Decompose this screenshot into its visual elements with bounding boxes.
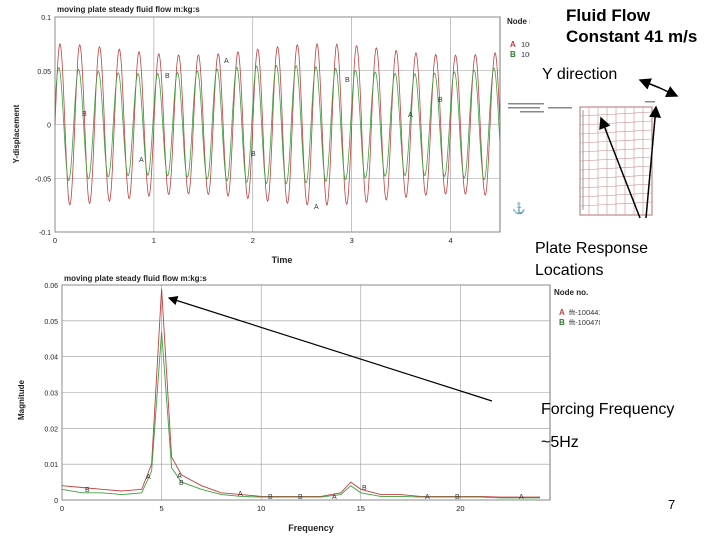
chart2-point-markers: A A B B A B B A B A B A	[85, 473, 524, 501]
chart2-marker-b: B	[268, 494, 273, 501]
chart1-marker-a: A	[314, 204, 319, 211]
chart1-xtick-label: 0	[53, 236, 57, 245]
chart2-marker-a: A	[519, 494, 524, 501]
chart2-marker-a: A	[238, 491, 243, 498]
chart1-xtick-label: 3	[350, 236, 354, 245]
page-number: 7	[668, 497, 676, 512]
chart2-marker-b: B	[179, 480, 184, 487]
chart1-legend-key-a: A	[510, 40, 516, 49]
y-direction-arrow-left	[638, 78, 661, 90]
fft-chart: 0.06 0.05 0.04 0.03 0.02 0.01 00 5 10 15 20 moving…	[17, 274, 600, 533]
chart1-xtick-label: 2	[251, 236, 255, 245]
chart1-ytick-label: 0	[47, 123, 51, 130]
fluid-flow-title-line1: Fluid Flow	[566, 6, 651, 25]
chart1-marker-a: A	[139, 157, 144, 164]
chart2-marker-b: B	[362, 485, 367, 492]
chart2-ytick-label: 0.02	[44, 426, 58, 433]
plate-mesh-diagram	[508, 101, 655, 216]
chart1-marker-b: B	[438, 97, 443, 104]
chart2-marker-a: A	[332, 494, 337, 501]
chart2-xtick-label: 10	[257, 504, 265, 513]
chart2-ytick-label: 0.06	[44, 283, 58, 290]
chart2-legend: Node no. A fft-100441 B fft-100470	[554, 288, 600, 327]
chart2-xtick-label: 0	[60, 504, 64, 513]
chart1-legend-label-a: 100441	[521, 40, 530, 49]
chart1-ylabel: Y-displacement	[12, 104, 21, 163]
chart1-marker-b: B	[82, 111, 87, 118]
chart2-marker-a: A	[177, 473, 182, 480]
chart1-ytick-label: -0.05	[35, 176, 51, 183]
chart1-marker-a: A	[224, 58, 229, 65]
chart2-marker-a: A	[425, 494, 430, 501]
chart1-marker-a: A	[408, 112, 413, 119]
displacement-chart: 0.10.050-0.05-0.10 1 2 3 4 moving plate stea…	[12, 5, 530, 265]
chart1-legend-label-b: 100470	[521, 50, 530, 59]
chart1-ytick-label: 0.1	[41, 15, 51, 22]
forcing-frequency-label: Forcing Frequency	[541, 401, 675, 418]
chart2-ylabel: Magnitude	[17, 379, 26, 420]
chart2-xlabel: Frequency	[288, 523, 334, 533]
chart2-ytick-label: 0.01	[44, 462, 58, 469]
y-direction-label: Y direction	[542, 66, 618, 83]
chart2-ytick-label: 0.03	[44, 391, 58, 398]
anchor-glyph: ⚓	[512, 202, 526, 215]
plate-response-arrow-1	[599, 116, 641, 219]
chart1-legend-title: Node no.	[507, 17, 530, 26]
chart1-legend: Node no. A 100441 B 100470	[507, 17, 530, 59]
chart1-marker-b: B	[345, 77, 350, 84]
chart2-legend-key-a: A	[559, 308, 565, 317]
chart2-title: moving plate steady fluid flow m:kg:s	[64, 274, 207, 283]
plate-response-arrow-2	[645, 105, 662, 219]
chart1-series-b-line	[54, 64, 501, 185]
chart1-xtick-label: 4	[448, 236, 452, 245]
chart1-point-markers: A B B B B A B A A	[82, 58, 443, 211]
plate-response-line1: Plate Response	[535, 240, 648, 257]
chart2-series-a-line	[61, 288, 540, 498]
chart1-legend-key-b: B	[510, 50, 516, 59]
chart2-legend-key-b: B	[559, 318, 565, 327]
chart2-legend-label-a: fft-100441	[569, 308, 600, 317]
chart1-series-a-line	[54, 42, 501, 206]
chart2-ytick-label: 0	[54, 498, 58, 505]
chart1-xlabel: Time	[272, 255, 293, 265]
plate-response-line2: Locations	[535, 262, 604, 279]
hz-label: ~5Hz	[541, 434, 579, 451]
chart1-title: moving plate steady fluid flow m:kg:s	[57, 5, 200, 14]
chart1-ytick-label: -0.1	[39, 230, 51, 237]
chart2-marker-b: B	[85, 487, 90, 494]
chart1-xtick-label: 1	[152, 236, 156, 245]
chart1-ytick-label: 0.05	[37, 69, 51, 76]
chart1-marker-b: B	[165, 73, 170, 80]
y-direction-arrow-right	[659, 86, 679, 97]
chart1-marker-b: B	[251, 151, 256, 158]
chart2-xtick-label: 20	[456, 504, 464, 513]
chart2-marker-b: B	[455, 494, 460, 501]
chart2-xtick-label: 15	[357, 504, 365, 513]
chart2-legend-title: Node no.	[554, 288, 588, 297]
chart2-legend-label-b: fft-100470	[569, 318, 600, 327]
plate-response-label: Plate Response Locations	[535, 238, 648, 282]
fluid-flow-title: Fluid Flow Constant 41 m/s	[566, 5, 697, 47]
chart2-marker-a: A	[146, 474, 151, 481]
fluid-flow-title-line2: Constant 41 m/s	[566, 27, 698, 46]
chart2-marker-b: B	[298, 494, 303, 501]
chart2-ytick-label: 0.05	[44, 319, 58, 326]
chart2-series-b-line	[61, 331, 540, 499]
chart2-ytick-label: 0.04	[44, 355, 58, 362]
chart2-xtick-label: 5	[160, 504, 164, 513]
